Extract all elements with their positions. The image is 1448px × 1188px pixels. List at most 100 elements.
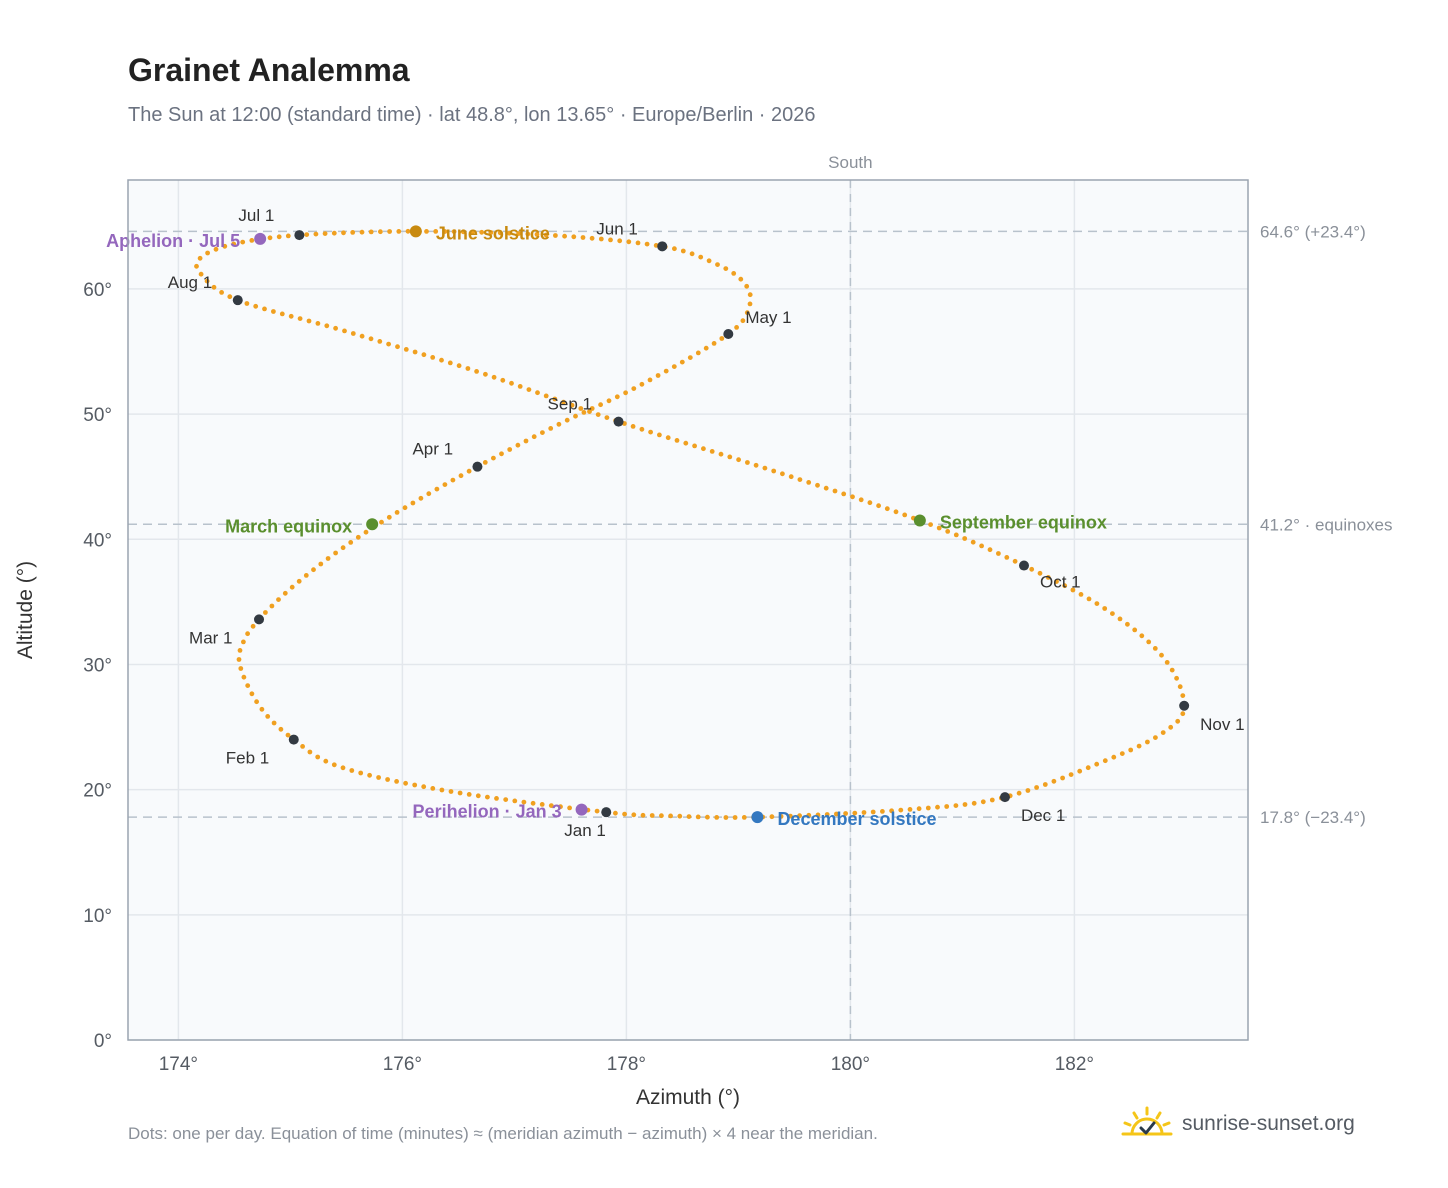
daily-sun-dot [780,471,785,477]
daily-sun-dot [797,813,802,819]
plot-background [128,180,1248,1040]
daily-sun-dot [1102,606,1108,611]
daily-sun-dot [386,341,391,347]
daily-sun-dot [359,333,365,339]
chart-title: Grainet Analemma [128,52,410,88]
daily-sun-dot [491,374,497,380]
daily-sun-dot [1062,583,1068,589]
daily-sun-dot [378,229,383,235]
daily-sun-dot [282,590,288,596]
x-tick-label: 178° [607,1054,646,1075]
daily-sun-dot [1136,743,1142,749]
daily-sun-dot [296,578,302,584]
daily-sun-dot [1153,735,1158,740]
daily-sun-dot [589,406,595,411]
daily-sun-dot [499,451,504,457]
daily-sun-dot [778,814,784,819]
daily-sun-dot [412,782,418,788]
daily-sun-dot [1029,566,1035,572]
daily-sun-dot [324,323,330,329]
daily-sun-dot [581,410,587,415]
daily-sun-dot [358,770,364,776]
daily-sun-dot [823,485,829,491]
daily-sun-dot [698,254,704,260]
daily-sun-dot [617,238,623,244]
daily-sun-dot [497,230,503,236]
daily-sun-dot [241,674,247,680]
daily-sun-dot [718,451,724,457]
daily-sun-dot [561,399,566,405]
month-marker-label: Aug 1 [168,273,212,292]
daily-sun-dot [1004,555,1010,560]
brand-name[interactable]: sunrise-sunset.org [1182,1112,1355,1135]
month-marker-dot [1179,700,1190,711]
daily-sun-dot [893,509,899,515]
daily-sun-dot [227,294,233,300]
daily-sun-dot [962,536,968,541]
daily-sun-dot [953,803,959,808]
daily-sun-dot [500,377,506,383]
daily-sun-dot [695,814,701,820]
daily-sun-dot [197,255,203,261]
daily-sun-dot [744,283,750,289]
daily-sun-dot [1085,765,1091,771]
daily-sun-dot [442,229,448,234]
daily-sun-dot [925,805,931,811]
daily-sun-dot [1146,639,1152,645]
daily-sun-dot [1086,596,1092,602]
daily-sun-dot [494,796,499,801]
daily-sun-dot [394,779,399,784]
daily-sun-dot [548,803,554,808]
daily-sun-dot [307,749,313,755]
x-tick-label: 176° [383,1054,422,1075]
daily-sun-dot [457,790,463,796]
y-axis-title: Altitude (°) [14,561,37,659]
daily-sun-dot [639,426,645,432]
daily-sun-dot [655,373,661,378]
daily-sun-dot [421,352,427,358]
daily-sun-dot [1119,751,1125,756]
daily-sun-dot [249,238,255,243]
daily-sun-dot [1111,754,1117,760]
daily-sun-dot [1025,788,1031,793]
daily-sun-dot [331,230,337,236]
daily-sun-dot [703,345,709,351]
daily-sun-dot [623,390,628,396]
daily-sun-dot [379,519,384,525]
daily-sun-dot [648,429,653,435]
daily-sun-dot [806,480,812,485]
month-marker-dot [294,230,305,241]
daily-sun-dot [430,355,436,360]
reference-label: 41.2° · equinoxes [1260,515,1393,534]
daily-sun-dot [747,292,753,298]
daily-sun-dot [485,794,490,800]
daily-sun-dot [928,522,933,527]
daily-sun-dot [342,328,347,334]
axes: 174° 176° 178° 180° 182° 0° 10° 20° 30° 40° 50° 60°… [14,280,1094,1109]
daily-sun-dot [315,754,321,760]
daily-sun-dot [622,811,627,817]
daily-sun-dot [1094,761,1100,767]
daily-sun-dot [788,813,793,819]
daily-sun-dot [1042,782,1048,787]
daily-sun-dot [640,812,646,818]
daily-sun-dot [970,539,976,545]
daily-sun-dot [1139,633,1145,639]
event-marker-label: December solstice [777,809,936,829]
month-marker-label: May 1 [745,308,791,327]
daily-sun-dot [341,230,346,236]
daily-sun-dot [1132,627,1138,633]
daily-sun-dot [663,368,669,374]
daily-sun-dot [368,336,374,342]
daily-sun-dot [962,802,968,807]
brand[interactable]: sunrise-sunset.org [1120,1104,1355,1144]
daily-sun-dot [1180,693,1186,698]
daily-sun-dot [333,550,338,556]
daily-sun-dot [936,525,942,531]
daily-sun-dot [458,473,464,479]
event-marker-dot [913,514,926,527]
daily-sun-dot [564,417,570,423]
daily-sun-dot [285,732,291,738]
daily-sun-dot [265,714,271,719]
daily-sun-dot [1169,667,1175,673]
